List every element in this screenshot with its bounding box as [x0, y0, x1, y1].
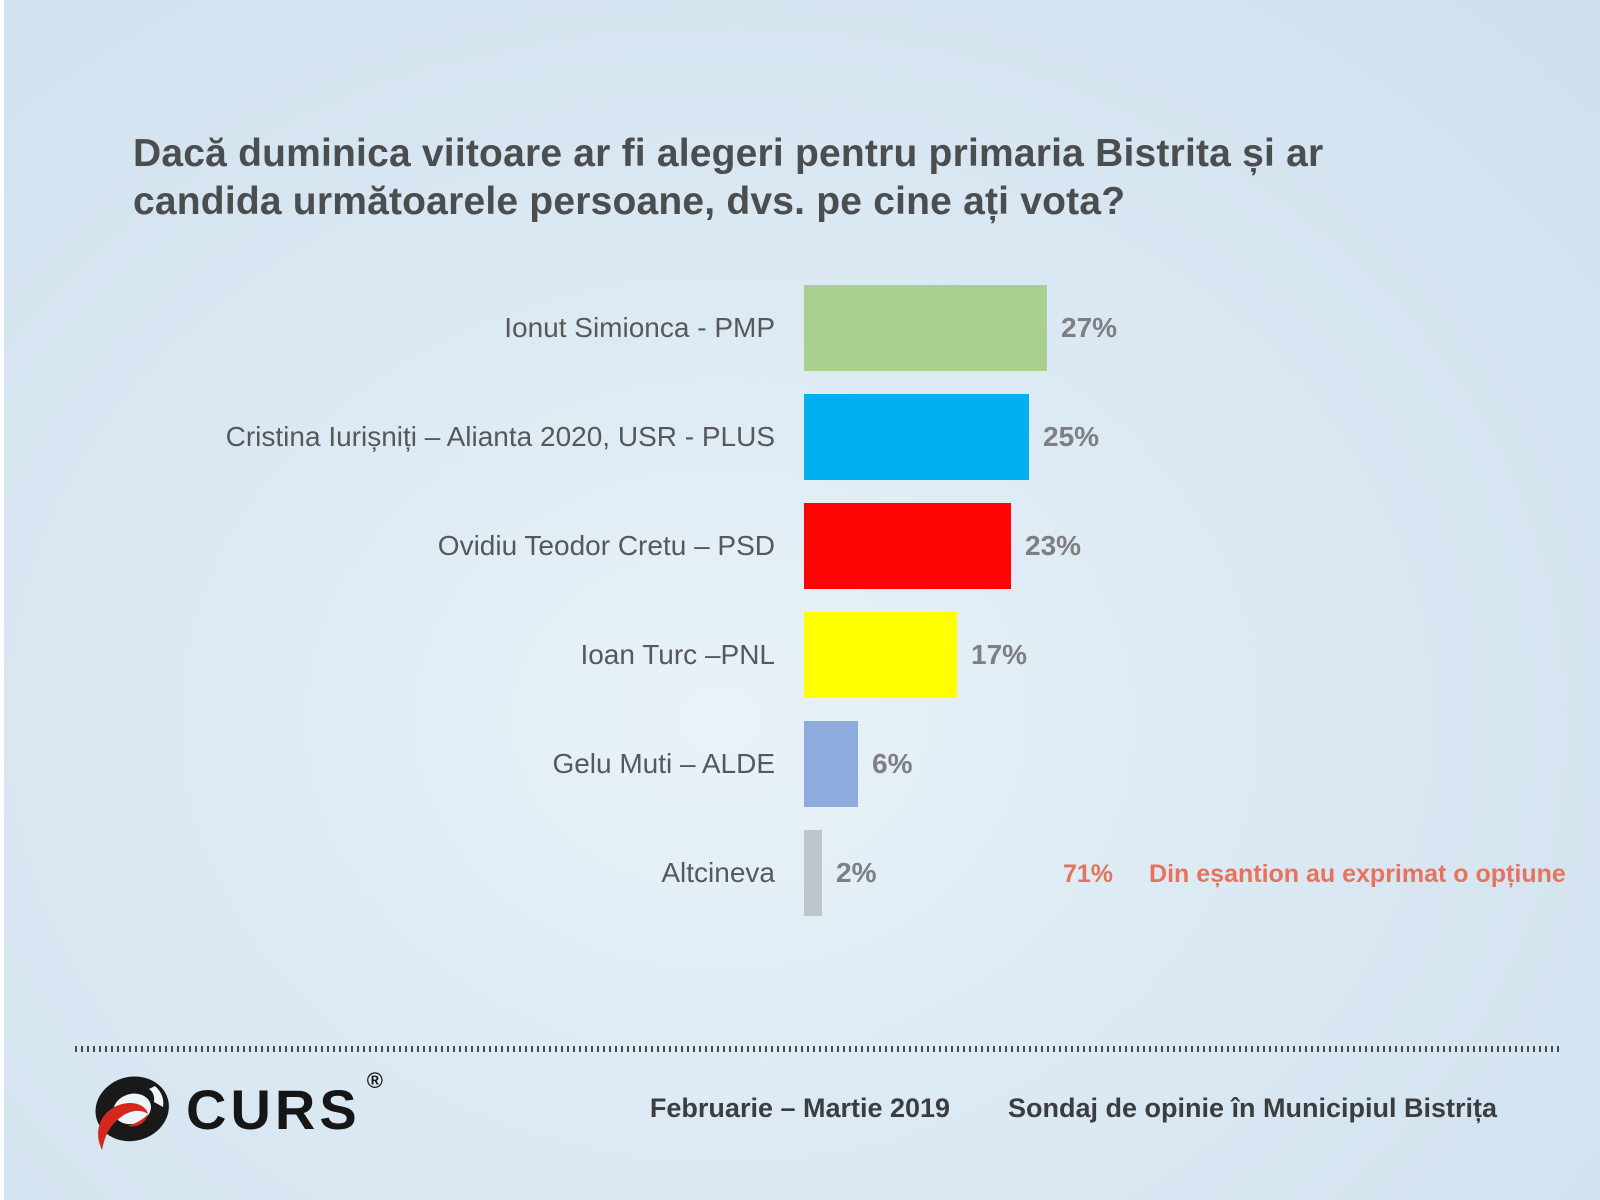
sample-percent: 71%: [1063, 860, 1114, 888]
bar-track: 6%: [804, 721, 912, 807]
bar: [804, 503, 1011, 589]
bar: [804, 285, 1047, 371]
chart-title: Dacă duminica viitoare ar fi alegeri pen…: [133, 132, 1324, 224]
survey-location: Sondaj de opinie în Municipiul Bistrița: [1007, 1093, 1497, 1123]
bar-chart: Ionut Simionca - PMP 27% Cristina Iurișniț…: [0, 285, 1600, 939]
chart-row: Cristina Iurișniți – Alianta 2020, USR -…: [0, 394, 1600, 480]
category-label: Cristina Iurișniți – Alianta 2020, USR -…: [225, 421, 775, 452]
chart-row: Altcineva 2%: [0, 830, 1600, 916]
slide-left-edge: [0, 0, 4, 1200]
value-label: 2%: [836, 857, 877, 888]
curs-brand-text: CURS: [186, 1078, 361, 1141]
value-label: 27%: [1061, 312, 1118, 343]
value-label: 25%: [1043, 421, 1100, 452]
chart-row: Ovidiu Teodor Cretu – PSD 23%: [0, 503, 1600, 589]
value-label: 23%: [1025, 530, 1082, 561]
chart-row: Gelu Muti – ALDE 6%: [0, 721, 1600, 807]
category-label: Gelu Muti – ALDE: [552, 748, 775, 779]
value-label: 17%: [971, 639, 1028, 670]
category-label: Ovidiu Teodor Cretu – PSD: [437, 530, 775, 561]
category-label: Ioan Turc –PNL: [580, 639, 775, 670]
registered-mark: ®: [366, 1068, 383, 1093]
curs-logo: CURS ®: [92, 1068, 383, 1157]
survey-period: Februarie – Martie 2019: [649, 1093, 951, 1123]
bar-track: 27%: [804, 285, 1117, 371]
bar-track: 2%: [804, 830, 876, 916]
bar: [804, 394, 1029, 480]
bar-track: 17%: [804, 612, 1027, 698]
bar: [804, 721, 858, 807]
category-label: Ionut Simionca - PMP: [504, 312, 775, 343]
chart-row: Ioan Turc –PNL 17%: [0, 612, 1600, 698]
footer-divider: [75, 1046, 1561, 1052]
bar: [804, 612, 957, 698]
curs-logo-icon: [92, 1072, 172, 1157]
value-label: 6%: [872, 748, 913, 779]
category-label: Altcineva: [661, 857, 775, 888]
sample-annotation: 71% Din eșantion au exprimat o opțiune: [1063, 860, 1566, 889]
bar-track: 25%: [804, 394, 1099, 480]
sample-note: Din eșantion au exprimat o opțiune: [1149, 860, 1566, 888]
bar-track: 23%: [804, 503, 1081, 589]
bar: [804, 830, 822, 916]
chart-row: Ionut Simionca - PMP 27%: [0, 285, 1600, 371]
